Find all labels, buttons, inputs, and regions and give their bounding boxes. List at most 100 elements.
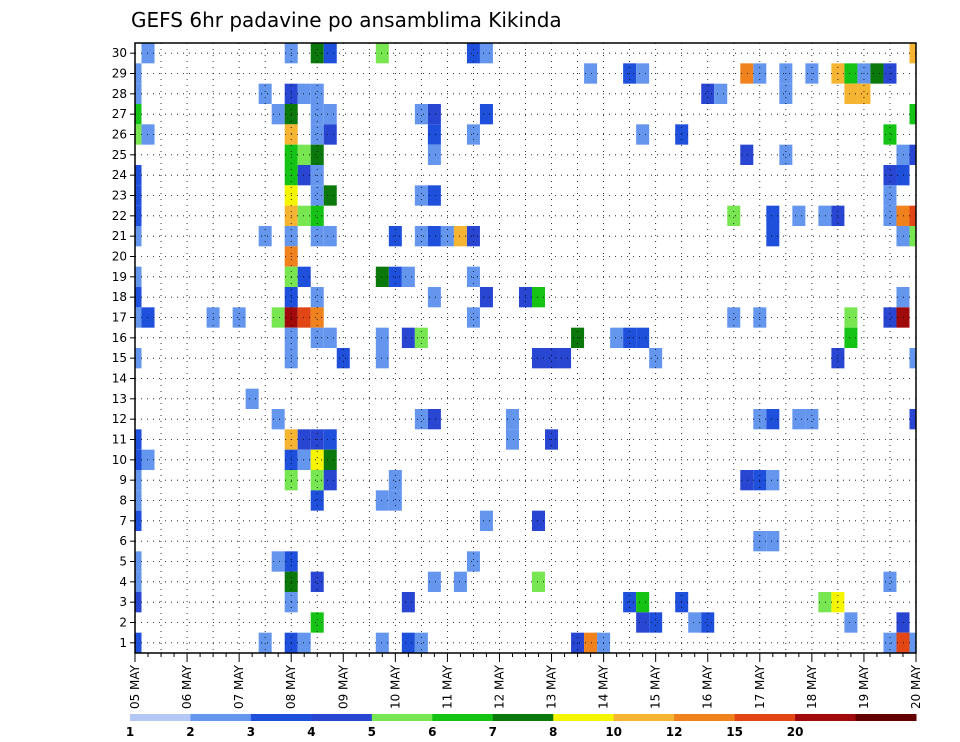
- heatmap-cell: [141, 43, 155, 64]
- heatmap-cell: [532, 571, 546, 592]
- heatmap-cell: [401, 266, 415, 287]
- heatmap-cell: [844, 612, 858, 633]
- y-tick-label: 18: [112, 290, 127, 304]
- heatmap-cell: [401, 632, 415, 653]
- heatmap-cell: [297, 449, 311, 470]
- heatmap-cell: [636, 327, 650, 348]
- heatmap-cell: [414, 185, 428, 206]
- heatmap-cell: [766, 226, 780, 247]
- x-tick-label: 20 MAY: [909, 664, 923, 709]
- y-tick-label: 3: [119, 595, 127, 609]
- heatmap-cell: [258, 632, 272, 653]
- heatmap-cell: [870, 63, 884, 84]
- heatmap-cell: [844, 63, 858, 84]
- y-tick-label: 21: [112, 229, 127, 243]
- x-tick-label: 17 MAY: [753, 664, 767, 709]
- x-tick-label: 15 MAY: [649, 664, 663, 709]
- legend-swatch: [190, 714, 252, 721]
- heatmap-cell: [727, 205, 741, 226]
- heatmap-cell: [792, 409, 806, 430]
- y-tick-label: 29: [112, 67, 127, 81]
- heatmap-cell: [297, 144, 311, 165]
- heatmap-cell: [453, 571, 467, 592]
- heatmap-cell: [545, 348, 559, 369]
- heatmap-cell: [297, 83, 311, 104]
- heatmap-cell: [375, 348, 389, 369]
- heatmap-cell: [896, 287, 910, 308]
- heatmap-cell: [271, 409, 285, 430]
- heatmap-cell: [466, 43, 480, 64]
- heatmap-cell: [135, 287, 142, 308]
- heatmap-cell: [909, 43, 916, 64]
- heatmap-cell: [323, 429, 337, 450]
- heatmap-cell: [532, 348, 546, 369]
- y-tick-label: 2: [119, 616, 127, 630]
- heatmap-cell: [727, 307, 741, 328]
- heatmap-cell: [245, 388, 259, 409]
- heatmap-cell: [297, 205, 311, 226]
- x-tick-label: 08 MAY: [284, 664, 298, 709]
- legend-swatch: [674, 714, 736, 721]
- heatmap-cell: [258, 83, 272, 104]
- heatmap-cell: [883, 124, 897, 145]
- heatmap-cell: [297, 632, 311, 653]
- heatmap-cell: [466, 266, 480, 287]
- legend-label: 8: [549, 725, 557, 739]
- heatmap-cell: [896, 307, 910, 328]
- heatmap-cell: [310, 307, 324, 328]
- y-tick-label: 27: [112, 107, 127, 121]
- heatmap-cell: [505, 409, 519, 430]
- heatmap-cell: [883, 571, 897, 592]
- heatmap-cell: [310, 490, 324, 511]
- heatmap-cell: [135, 490, 142, 511]
- heatmap-cell: [271, 104, 285, 125]
- x-tick-label: 07 MAY: [232, 664, 246, 709]
- y-tick-label: 6: [119, 534, 127, 548]
- heatmap-cell: [323, 104, 337, 125]
- heatmap-cell: [427, 144, 441, 165]
- heatmap-cell: [323, 470, 337, 491]
- heatmap-cell: [323, 185, 337, 206]
- y-tick-label: 5: [119, 555, 127, 569]
- heatmap-cell: [571, 632, 585, 653]
- heatmap-cell: [740, 63, 754, 84]
- heatmap-cell: [779, 83, 793, 104]
- heatmap-cell: [857, 83, 871, 104]
- y-tick-label: 23: [112, 189, 127, 203]
- heatmap-cell: [258, 226, 272, 247]
- heatmap-cell: [297, 165, 311, 186]
- heatmap-cell: [375, 266, 389, 287]
- heatmap-cell: [427, 104, 441, 125]
- heatmap-cell: [135, 632, 142, 653]
- y-tick-label: 7: [119, 514, 127, 528]
- heatmap-cell: [584, 63, 598, 84]
- x-tick-label: 10 MAY: [388, 664, 402, 709]
- legend-swatch: [130, 714, 191, 721]
- legend-label: 20: [787, 725, 804, 739]
- heatmap-cell: [701, 612, 715, 633]
- heatmap-cell: [532, 287, 546, 308]
- y-tick-label: 11: [112, 433, 127, 447]
- heatmap-cell: [135, 124, 142, 145]
- y-tick-label: 9: [119, 473, 127, 487]
- heatmap-cell: [271, 307, 285, 328]
- heatmap-cell: [135, 348, 142, 369]
- x-tick-label: 06 MAY: [180, 664, 194, 709]
- legend-swatch: [613, 714, 675, 721]
- legend-label: 6: [428, 725, 436, 739]
- heatmap-cell: [766, 409, 780, 430]
- heatmap-cells: [135, 43, 916, 653]
- heatmap-cell: [779, 144, 793, 165]
- heatmap-cell: [479, 287, 493, 308]
- heatmap-cell: [135, 226, 142, 247]
- heatmap-cell: [310, 449, 324, 470]
- y-tick-label: 28: [112, 87, 127, 101]
- chart-title: GEFS 6hr padavine po ansamblima Kikinda: [131, 8, 562, 32]
- heatmap-cell: [466, 307, 480, 328]
- y-tick-label: 20: [112, 250, 127, 264]
- heatmap-cell: [297, 307, 311, 328]
- y-tick-label: 26: [112, 128, 127, 142]
- heatmap-cell: [649, 348, 663, 369]
- x-tick-label: 19 MAY: [857, 664, 871, 709]
